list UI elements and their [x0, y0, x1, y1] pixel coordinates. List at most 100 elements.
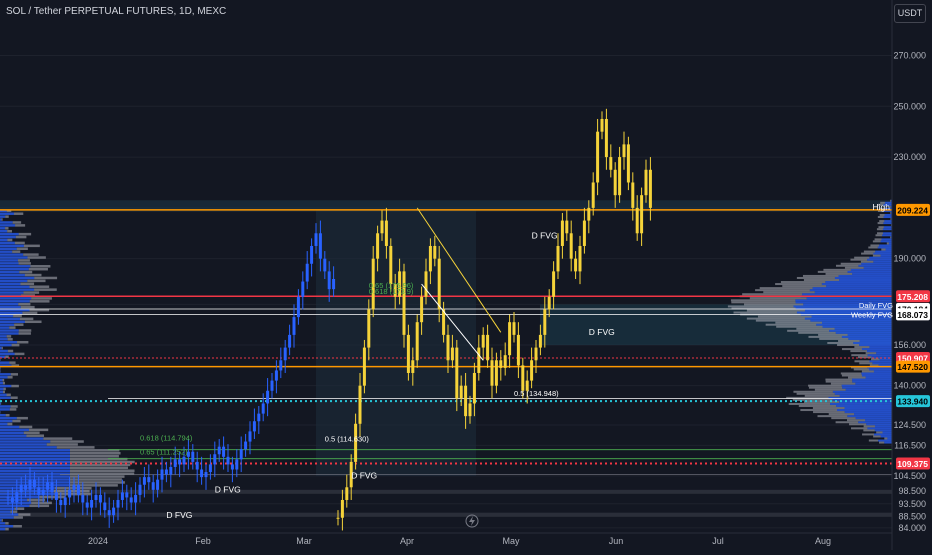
candle: [301, 282, 304, 297]
fvg-band: [0, 490, 892, 494]
candle: [570, 233, 573, 258]
candle: [530, 360, 533, 380]
volume-bar-left-grey: [9, 361, 15, 364]
candle: [583, 221, 586, 246]
volume-bar-left-grey: [12, 420, 20, 423]
volume-bar-left: [0, 347, 2, 350]
volume-bar-left: [0, 391, 3, 394]
candle: [174, 459, 177, 467]
volume-bar-right: [825, 281, 892, 283]
volume-bar-left: [0, 288, 34, 291]
volume-bar-right-grey: [890, 200, 891, 202]
candle: [7, 497, 10, 498]
volume-bar-right-grey: [731, 301, 795, 303]
volume-bar-right: [823, 326, 892, 328]
candle: [275, 370, 278, 380]
y-tick-label: 140.000: [893, 381, 926, 391]
volume-bar-left: [0, 475, 70, 478]
volume-bar-left-grey: [25, 321, 42, 324]
volume-bar-left-grey: [18, 259, 30, 262]
volume-bar-left: [0, 522, 5, 525]
volume-bar-right-grey: [782, 285, 826, 287]
volume-bar-right-grey: [831, 417, 855, 419]
volume-bar-right-grey: [763, 291, 814, 293]
candle: [429, 246, 432, 271]
volume-bar-right: [839, 279, 892, 281]
candle: [609, 157, 612, 170]
volume-bar-left: [0, 414, 6, 417]
candle: [306, 264, 309, 282]
volume-bar-right-grey: [808, 385, 842, 387]
volume-bar-right: [884, 220, 892, 222]
volume-bar-left: [0, 312, 22, 315]
candle: [640, 195, 643, 233]
volume-bar-right: [862, 348, 892, 350]
volume-bar-left: [0, 385, 11, 388]
volume-bar-left-grey: [29, 429, 48, 432]
volume-bar-left-grey: [8, 350, 13, 353]
candle: [64, 497, 67, 505]
price-tag-label: Daily FVG: [859, 301, 893, 310]
y-tick-label: 270.000: [893, 50, 926, 60]
volume-bar-right-grey: [859, 362, 872, 364]
volume-bar-right-grey: [868, 246, 877, 248]
candle: [20, 485, 23, 493]
volume-bar-right: [868, 354, 892, 356]
volume-bar-left: [0, 256, 28, 259]
volume-bar-right: [839, 275, 892, 277]
volume-bar-right-grey: [873, 255, 881, 257]
candle: [257, 414, 260, 422]
volume-bar-right: [882, 238, 892, 240]
volume-bar-left-grey: [15, 507, 25, 510]
candle: [508, 322, 511, 355]
volume-bar-right-grey: [878, 216, 884, 218]
volume-bar-right-grey: [838, 340, 860, 342]
price-tag-label: High: [873, 202, 891, 212]
candle: [33, 480, 36, 488]
volume-bar-right-grey: [793, 391, 832, 393]
volume-bar-left-grey: [11, 396, 18, 399]
candle: [156, 480, 159, 490]
price-tag-value: 168.073: [897, 310, 928, 320]
candle: [460, 386, 463, 399]
volume-bar-left-grey: [7, 335, 11, 338]
volume-bar-left-grey: [34, 277, 57, 280]
candle: [29, 480, 32, 490]
candle: [477, 348, 480, 373]
volume-bar-right-grey: [747, 309, 805, 311]
volume-bar-left-grey: [20, 318, 33, 321]
candle: [482, 335, 485, 348]
volume-bar-left: [0, 426, 19, 429]
volume-bar-right-grey: [866, 352, 877, 354]
y-tick-label: 250.000: [893, 101, 926, 111]
volume-bar-left: [0, 513, 18, 516]
volume-bar-right-grey: [813, 407, 845, 409]
candle: [59, 500, 62, 505]
volume-bar-right-grey: [836, 421, 859, 423]
volume-bar-left-grey: [8, 376, 13, 379]
candle: [473, 373, 476, 403]
candle: [68, 490, 71, 498]
candle: [495, 360, 498, 385]
volume-bar-right-grey: [850, 350, 867, 352]
volume-bar-right-grey: [890, 206, 891, 208]
candle: [337, 518, 340, 519]
volume-bar-right-grey: [756, 320, 810, 322]
volume-bar-right: [810, 320, 892, 322]
volume-bar-right-grey: [873, 435, 881, 437]
volume-bar-right-grey: [878, 222, 884, 224]
candle: [205, 472, 208, 477]
volume-bar-left-grey: [28, 256, 46, 259]
volume-bar-right: [837, 409, 892, 411]
volume-bar-left: [0, 455, 70, 458]
volume-bar-right: [842, 385, 892, 387]
volume-bar-right-grey: [879, 220, 884, 222]
volume-bar-right-grey: [815, 389, 846, 391]
candle: [548, 297, 551, 310]
volume-bar-left-grey: [2, 519, 3, 522]
currency-button[interactable]: USDT: [894, 4, 926, 23]
candle: [367, 309, 370, 347]
candle: [231, 464, 234, 469]
